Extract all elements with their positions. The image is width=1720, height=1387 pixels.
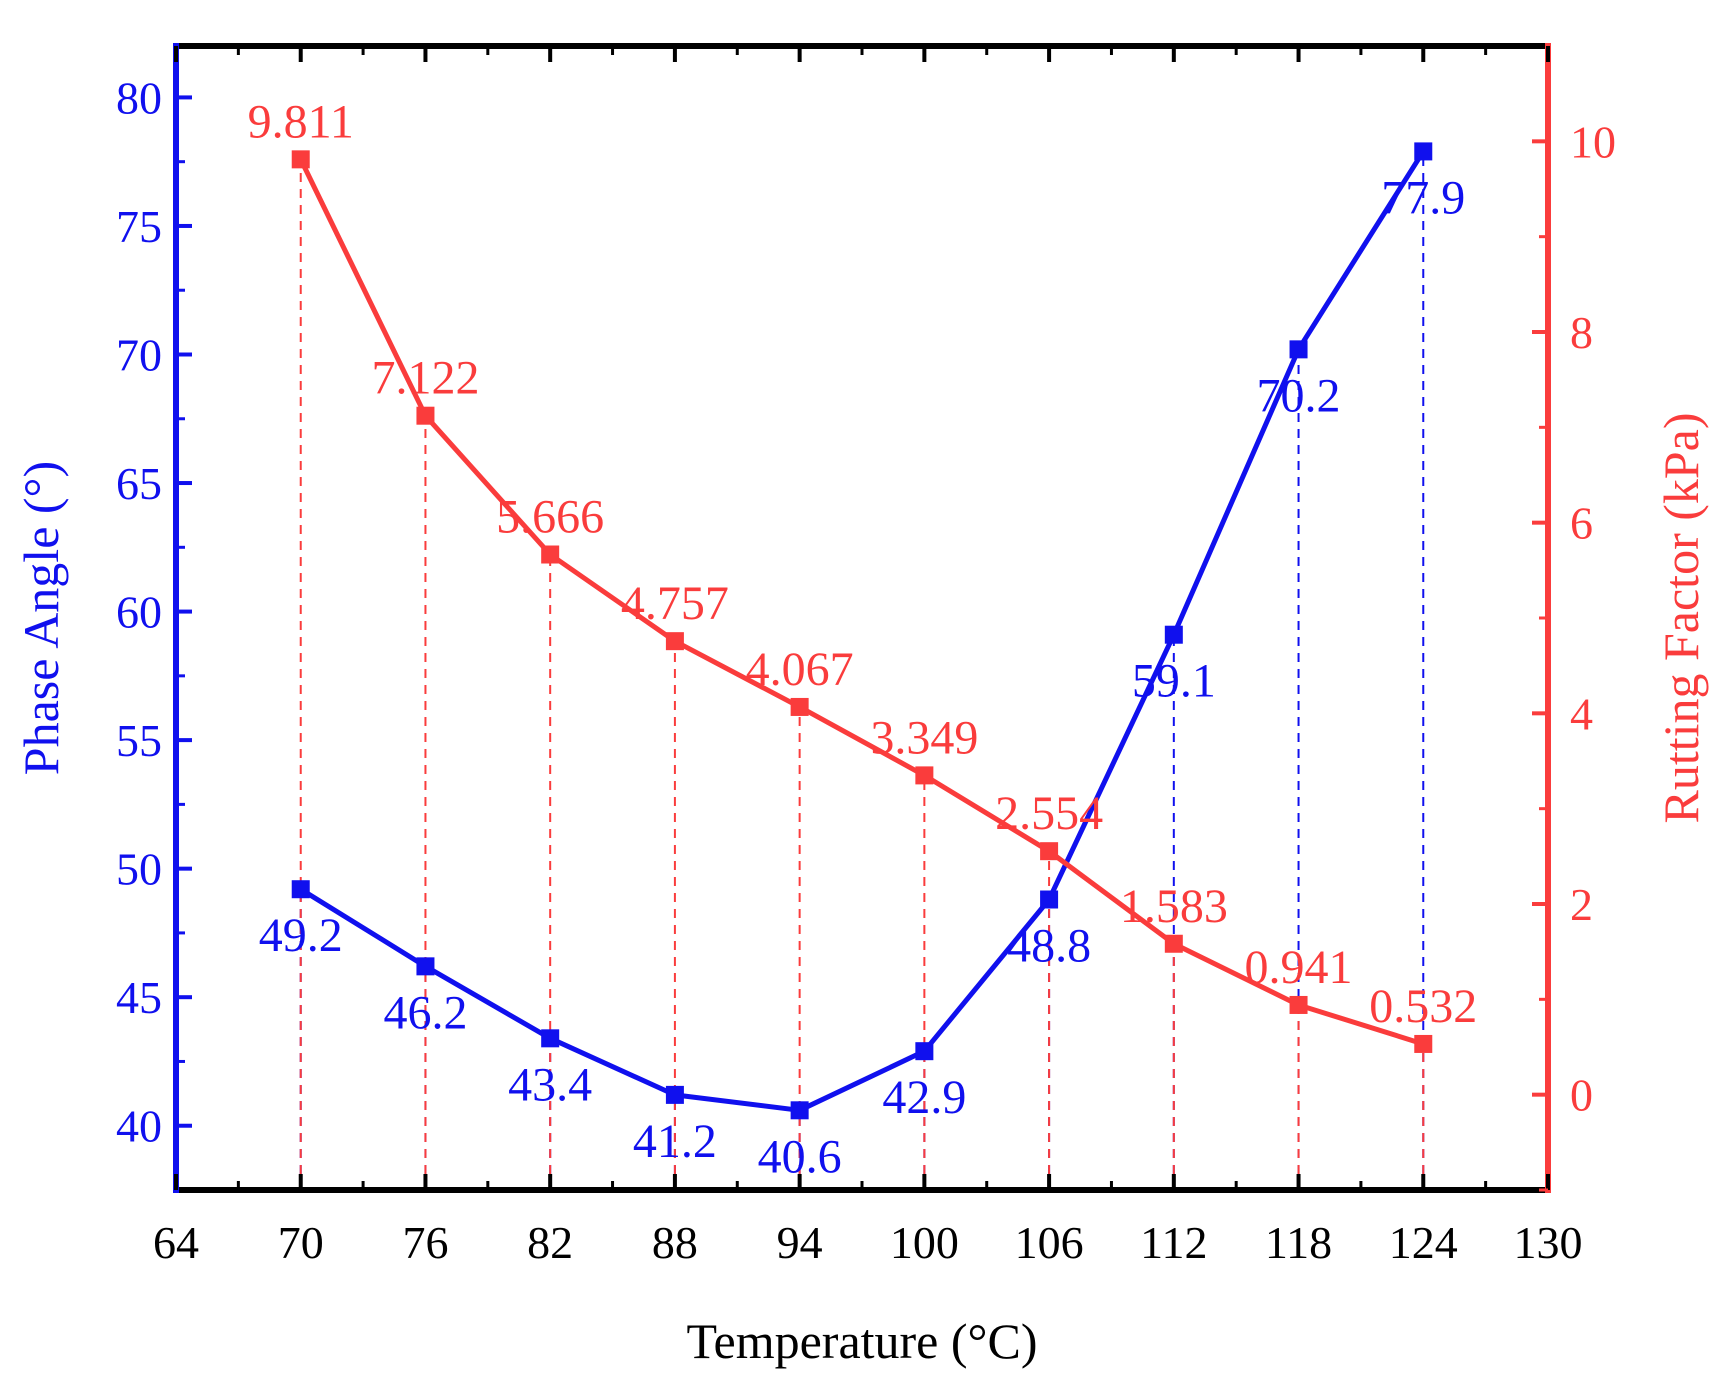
rutting-factor-data-label: 1.583 — [1120, 880, 1228, 933]
phase-angle-data-label: 41.2 — [633, 1115, 717, 1168]
left-y-tick-label: 45 — [116, 972, 162, 1023]
left-y-tick-label: 75 — [116, 201, 162, 252]
left-y-tick-label: 65 — [116, 458, 162, 509]
phase-angle-data-label: 49.2 — [259, 909, 343, 962]
right-y-tick-label: 6 — [1570, 498, 1593, 549]
phase-angle-data-label: 77.9 — [1381, 171, 1465, 224]
phase-angle-point — [1414, 142, 1433, 161]
x-tick-label: 70 — [278, 1217, 324, 1268]
rutting-factor-point — [416, 406, 435, 425]
right-y-tick-label: 8 — [1570, 307, 1593, 358]
left-y-axis-title: Phase Angle (°) — [13, 461, 69, 775]
right-y-tick-label: 4 — [1570, 688, 1593, 739]
rutting-factor-data-label: 4.067 — [746, 643, 854, 696]
rutting-factor-point — [790, 697, 809, 716]
phase-angle-point — [1289, 340, 1308, 359]
phase-angle-data-label: 43.4 — [508, 1058, 592, 1111]
phase-angle-data-label: 40.6 — [758, 1130, 842, 1183]
phase-angle-point — [1040, 890, 1059, 909]
phase-angle-data-label: 48.8 — [1007, 920, 1091, 973]
rutting-factor-point — [915, 766, 934, 785]
left-y-tick-label: 50 — [116, 844, 162, 895]
left-y-tick-label: 40 — [116, 1101, 162, 1152]
phase-angle-point — [291, 880, 310, 899]
rutting-factor-point — [1414, 1034, 1433, 1053]
phase-angle-point — [1164, 625, 1183, 644]
x-tick-label: 112 — [1140, 1217, 1207, 1268]
rutting-factor-data-label: 3.349 — [870, 711, 978, 764]
phase-angle-point — [790, 1101, 809, 1120]
phase-angle-point — [416, 957, 435, 976]
rutting-factor-point — [541, 545, 560, 564]
data-label-layer: 49.2 46.2 43.4 41.2 40.6 42.9 48.8 59.1 70.2 77.9… — [248, 95, 1478, 1183]
phase-angle-data-label: 59.1 — [1132, 655, 1216, 708]
rutting-factor-data-label: 4.757 — [621, 577, 729, 630]
right-y-tick-label: 0 — [1570, 1070, 1593, 1121]
rutting-factor-data-label: 2.554 — [995, 787, 1103, 840]
rutting-factor-point — [1289, 995, 1308, 1014]
rutting-factor-line — [298, 158, 1425, 1047]
left-y-tick-label: 70 — [116, 329, 162, 380]
rutting-factor-data-label: 0.941 — [1245, 941, 1353, 994]
x-tick-label: 64 — [153, 1217, 199, 1268]
phase-angle-point — [915, 1042, 934, 1061]
vertical-guide-lines — [299, 151, 1425, 1190]
x-tick-label: 130 — [1514, 1217, 1583, 1268]
phase-angle-data-label: 42.9 — [882, 1071, 966, 1124]
rutting-factor-point — [1164, 934, 1183, 953]
rutting-factor-data-label: 0.532 — [1369, 980, 1477, 1033]
x-tick-label: 76 — [402, 1217, 448, 1268]
rutting-factor-data-label: 5.666 — [496, 491, 604, 544]
x-tick-label: 106 — [1015, 1217, 1084, 1268]
rutting-factor-point — [1040, 842, 1059, 861]
phase-angle-data-label: 46.2 — [383, 986, 467, 1039]
rutting-factor-data-label: 7.122 — [371, 352, 479, 405]
rutting-factor-point — [665, 632, 684, 651]
x-tick-label: 94 — [777, 1217, 823, 1268]
right-y-tick-label: 2 — [1570, 879, 1593, 930]
rutting-factor-data-label: 9.811 — [248, 95, 354, 148]
left-y-tick-label: 55 — [116, 715, 162, 766]
phase-angle-point — [541, 1029, 560, 1048]
right-y-axis-title: Rutting Factor (kPa) — [1653, 412, 1709, 823]
x-tick-label: 124 — [1389, 1217, 1458, 1268]
x-tick-label: 88 — [652, 1217, 698, 1268]
phase-angle-line — [299, 150, 1426, 1113]
x-tick-label: 118 — [1265, 1217, 1332, 1268]
phase-angle-point — [665, 1085, 684, 1104]
x-tick-label: 82 — [527, 1217, 573, 1268]
left-y-tick-label: 60 — [116, 587, 162, 638]
series-layer — [291, 142, 1433, 1120]
x-axis-title: Temperature (°C) — [686, 1313, 1037, 1369]
tick-layer: 64 70 76 82 88 94 100 106 112 118 124 1304045505560… — [116, 46, 1616, 1268]
phase-angle-data-label: 70.2 — [1257, 369, 1341, 422]
x-tick-label: 100 — [890, 1217, 959, 1268]
rutting-factor-point — [291, 150, 310, 169]
left-y-tick-label: 80 — [116, 72, 162, 123]
right-y-tick-label: 10 — [1570, 116, 1616, 167]
